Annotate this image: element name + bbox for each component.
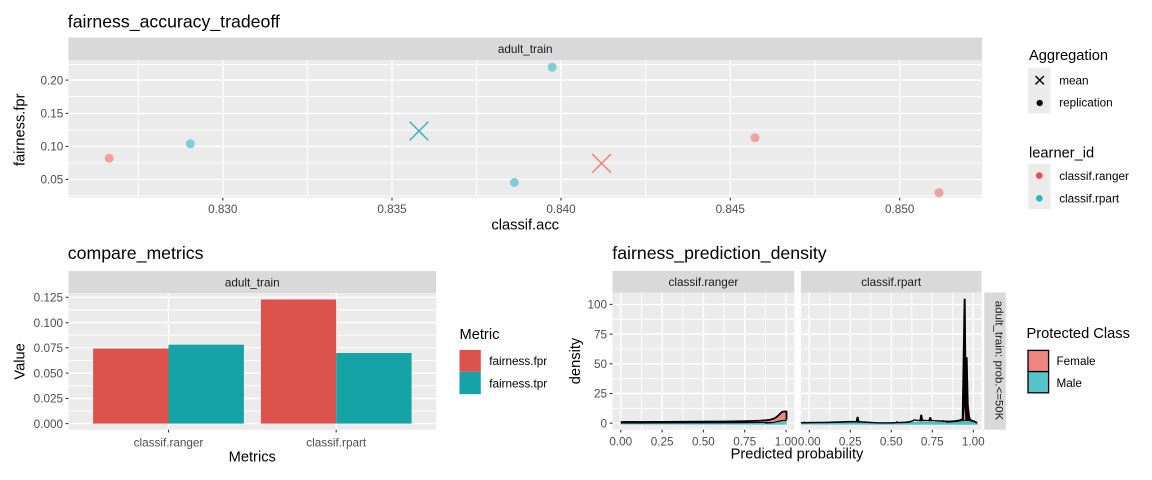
- svg-text:fairness.fpr: fairness.fpr: [13, 93, 29, 166]
- svg-text:0.835: 0.835: [377, 203, 407, 216]
- svg-text:0.075: 0.075: [34, 342, 64, 355]
- svg-text:0.125: 0.125: [34, 292, 64, 305]
- svg-text:0.25: 0.25: [839, 436, 862, 449]
- svg-text:fairness_accuracy_tradeoff: fairness_accuracy_tradeoff: [68, 12, 280, 33]
- svg-text:0.050: 0.050: [34, 367, 64, 380]
- svg-text:adult_train: prob.<=50K: adult_train: prob.<=50K: [993, 301, 1005, 421]
- svg-text:Female: Female: [1057, 355, 1096, 368]
- svg-text:classif.ranger: classif.ranger: [669, 276, 739, 289]
- svg-text:50: 50: [594, 358, 608, 371]
- svg-text:classif.rpart: classif.rpart: [861, 276, 922, 289]
- svg-text:compare_metrics: compare_metrics: [68, 243, 204, 264]
- svg-text:25: 25: [594, 388, 608, 401]
- svg-text:100: 100: [587, 299, 607, 312]
- svg-text:Aggregation: Aggregation: [1029, 48, 1108, 64]
- svg-text:fairness.tpr: fairness.tpr: [489, 378, 547, 391]
- svg-text:adult_train: adult_train: [225, 276, 280, 289]
- svg-text:0: 0: [600, 417, 607, 430]
- svg-text:0.000: 0.000: [34, 418, 64, 431]
- svg-text:fairness_prediction_density: fairness_prediction_density: [612, 243, 826, 264]
- svg-text:fairness.fpr: fairness.fpr: [489, 355, 547, 368]
- svg-text:mean: mean: [1059, 74, 1088, 87]
- svg-text:Metrics: Metrics: [229, 450, 276, 466]
- svg-text:0.20: 0.20: [40, 74, 63, 87]
- svg-text:classif.ranger: classif.ranger: [134, 437, 204, 450]
- svg-text:0.25: 0.25: [651, 436, 674, 449]
- svg-text:0.845: 0.845: [716, 203, 746, 216]
- svg-text:Male: Male: [1057, 377, 1082, 390]
- svg-text:Predicted probability: Predicted probability: [731, 447, 864, 463]
- svg-text:0.75: 0.75: [733, 436, 756, 449]
- svg-text:replication: replication: [1059, 97, 1112, 110]
- svg-text:Value: Value: [13, 343, 29, 379]
- svg-text:classif.ranger: classif.ranger: [1059, 170, 1129, 183]
- svg-text:1.00: 1.00: [962, 436, 985, 449]
- svg-text:learner_id: learner_id: [1029, 145, 1094, 161]
- svg-text:0.025: 0.025: [34, 393, 64, 406]
- svg-text:0.10: 0.10: [40, 141, 63, 154]
- svg-text:0.15: 0.15: [40, 108, 63, 121]
- svg-text:1.00: 1.00: [775, 436, 798, 449]
- svg-text:classif.rpart: classif.rpart: [1059, 193, 1120, 206]
- svg-text:0.50: 0.50: [692, 436, 715, 449]
- svg-text:0.00: 0.00: [798, 436, 821, 449]
- svg-text:0.100: 0.100: [34, 317, 64, 330]
- svg-text:density: density: [568, 337, 584, 384]
- svg-text:classif.rpart: classif.rpart: [306, 437, 367, 450]
- svg-text:adult_train: adult_train: [498, 43, 553, 56]
- svg-text:0.850: 0.850: [885, 203, 915, 216]
- svg-text:Metric: Metric: [460, 327, 500, 343]
- svg-text:0.840: 0.840: [546, 203, 576, 216]
- svg-text:0.75: 0.75: [921, 436, 944, 449]
- svg-text:0.05: 0.05: [40, 174, 63, 187]
- svg-text:0.50: 0.50: [880, 436, 903, 449]
- svg-text:75: 75: [594, 328, 608, 341]
- svg-text:Protected Class: Protected Class: [1027, 326, 1130, 342]
- svg-text:classif.acc: classif.acc: [491, 218, 559, 234]
- svg-text:0.830: 0.830: [208, 203, 238, 216]
- svg-text:0.00: 0.00: [609, 436, 632, 449]
